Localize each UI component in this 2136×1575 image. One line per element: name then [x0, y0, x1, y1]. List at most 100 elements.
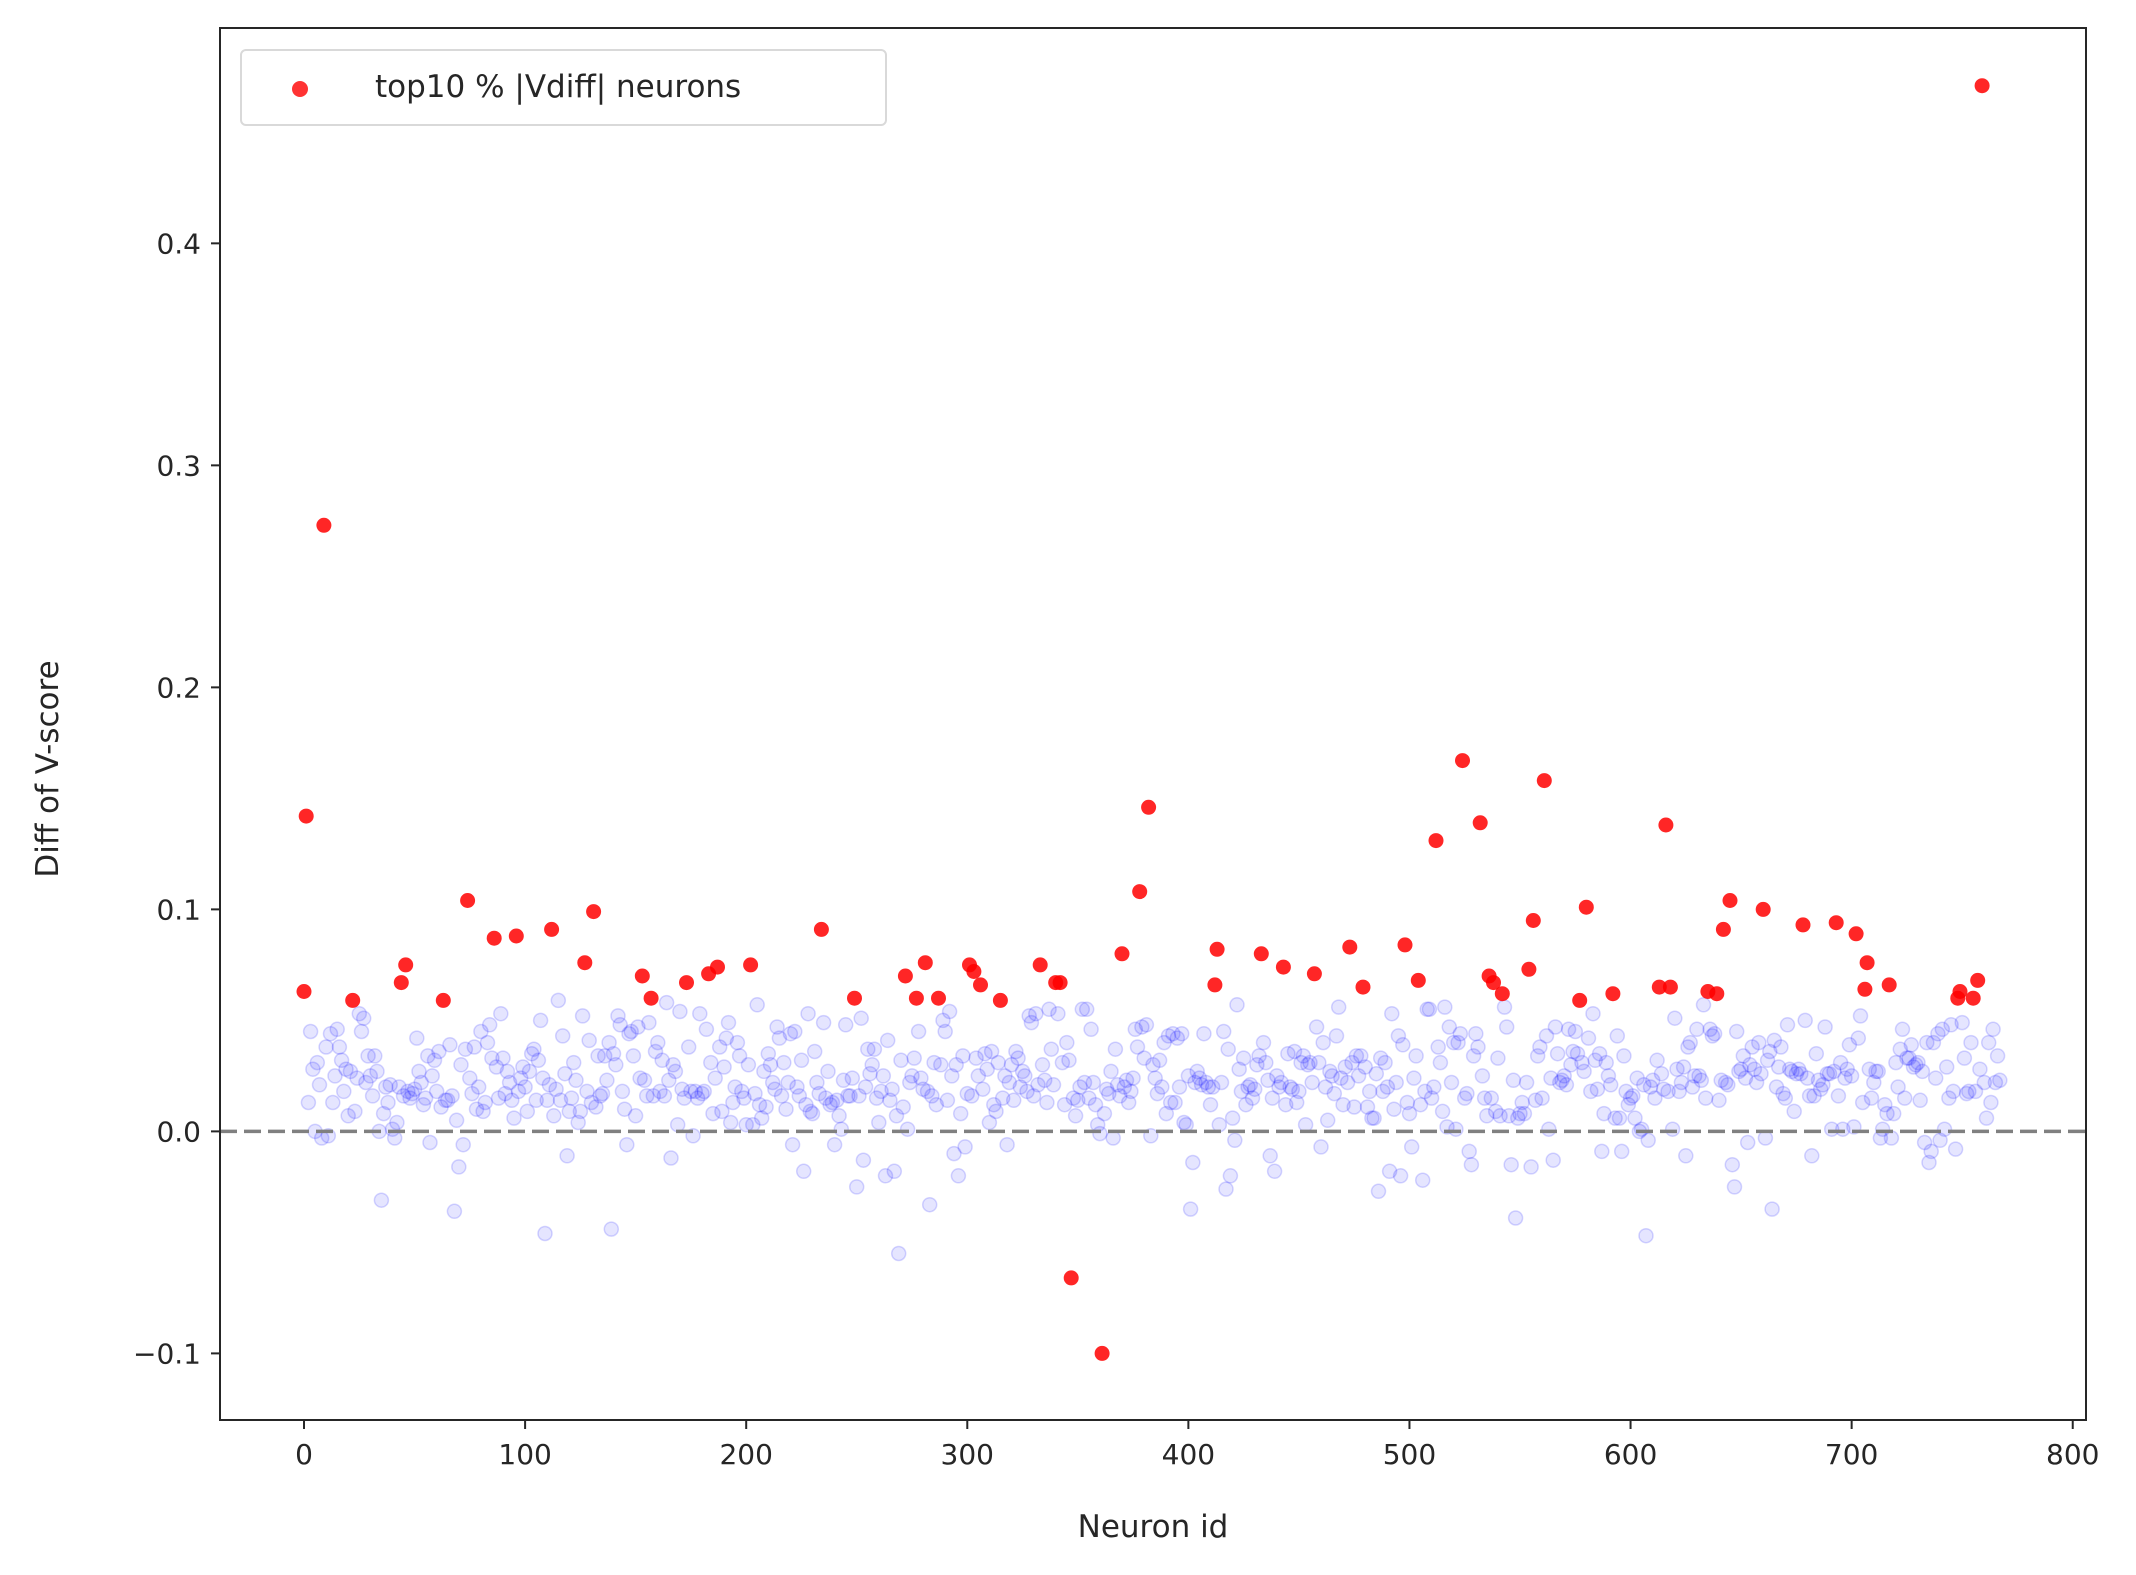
background-point [1222, 1168, 1239, 1184]
highlight-point [966, 964, 982, 979]
highlight-point [1114, 946, 1130, 962]
background-point [481, 1017, 498, 1033]
highlight-point [1755, 901, 1771, 917]
background-point [532, 1012, 549, 1029]
background-point [656, 1088, 673, 1104]
background-point [1034, 1057, 1051, 1073]
background-point [1647, 1090, 1663, 1106]
highlight-point [1572, 992, 1588, 1008]
background-point [1085, 1074, 1102, 1091]
background-point [1556, 1068, 1572, 1084]
background-point [1072, 1079, 1088, 1095]
highlight-point [643, 990, 659, 1006]
background-point [1746, 1061, 1763, 1077]
background-point [1490, 1050, 1506, 1066]
highlight-point [908, 990, 924, 1006]
background-point [1852, 1008, 1869, 1024]
y-axis-label: Diff of V-score [30, 660, 66, 877]
x-tick-label: 700 [1825, 1438, 1878, 1471]
background-point [910, 1023, 927, 1040]
highlight-point [1275, 959, 1291, 975]
background-point [711, 1039, 728, 1055]
background-point [493, 1005, 509, 1022]
background-point [455, 1136, 471, 1153]
background-point [1655, 1081, 1672, 1097]
background-point [347, 1103, 363, 1120]
highlight-point [1207, 977, 1223, 993]
background-point [1014, 1063, 1031, 1080]
background-point [1081, 1090, 1097, 1106]
background-point [1293, 1054, 1309, 1071]
background-point [647, 1043, 664, 1060]
background-point [921, 1196, 938, 1213]
highlight-point [847, 990, 862, 1006]
background-point [1830, 1088, 1847, 1104]
background-point [1412, 1096, 1429, 1113]
background-point [355, 1010, 372, 1026]
background-point [1251, 1048, 1267, 1064]
highlight-point [1455, 753, 1470, 769]
background-point [1932, 1132, 1948, 1149]
background-point [1160, 1028, 1177, 1044]
background-point [515, 1059, 531, 1075]
background-point [349, 1070, 365, 1086]
background-point [1596, 1105, 1612, 1122]
background-point [952, 1105, 969, 1122]
background-point [362, 1068, 379, 1084]
background-point [1286, 1043, 1303, 1060]
background-point [835, 1072, 852, 1089]
background-point [1322, 1063, 1338, 1080]
highlight-point [1536, 773, 1552, 789]
background-point [680, 1039, 697, 1055]
background-point [404, 1085, 421, 1102]
background-point [1211, 1116, 1228, 1133]
background-point [378, 1079, 394, 1095]
background-point [499, 1063, 516, 1080]
background-point [1116, 1079, 1133, 1095]
background-point [694, 1085, 710, 1102]
background-point [1434, 1103, 1451, 1120]
highlight-points-layer [296, 78, 1990, 1361]
background-point [1910, 1054, 1926, 1071]
background-point [1877, 1096, 1893, 1113]
background-point [1516, 1105, 1533, 1122]
background-point [1401, 1105, 1418, 1122]
background-point [1319, 1112, 1336, 1129]
background-point [926, 1054, 942, 1071]
background-point [705, 1105, 721, 1122]
highlight-point [398, 957, 414, 973]
background-point [1348, 1048, 1365, 1064]
background-point [1616, 1048, 1632, 1064]
background-point [448, 1112, 465, 1129]
background-point [360, 1048, 376, 1064]
background-point [1611, 1110, 1628, 1126]
background-point [1377, 1054, 1393, 1071]
background-point [1711, 1092, 1727, 1109]
background-point [422, 1134, 438, 1151]
background-point [1512, 1105, 1528, 1122]
background-point [826, 1136, 843, 1153]
background-point [625, 1048, 642, 1064]
background-point [1346, 1099, 1362, 1115]
background-point [1498, 1019, 1515, 1035]
background-point [1187, 1074, 1203, 1091]
background-point [663, 1150, 679, 1166]
highlight-point [1494, 986, 1510, 1002]
background-point [627, 1108, 644, 1124]
background-point [1576, 1063, 1592, 1080]
background-point [1669, 1061, 1685, 1077]
highlight-point [1472, 815, 1488, 831]
background-point [1914, 1063, 1931, 1080]
legend-box [240, 49, 887, 126]
background-point [1468, 1025, 1484, 1042]
background-point [864, 1057, 880, 1073]
background-point [837, 1017, 854, 1033]
background-point [1980, 1034, 1997, 1051]
background-point [1899, 1050, 1915, 1066]
background-point [1423, 1090, 1440, 1106]
background-point [795, 1163, 812, 1180]
background-point [1744, 1039, 1760, 1055]
background-point [1328, 1028, 1345, 1044]
background-point [879, 1032, 896, 1049]
y-tick-label: 0.4 [156, 227, 201, 260]
